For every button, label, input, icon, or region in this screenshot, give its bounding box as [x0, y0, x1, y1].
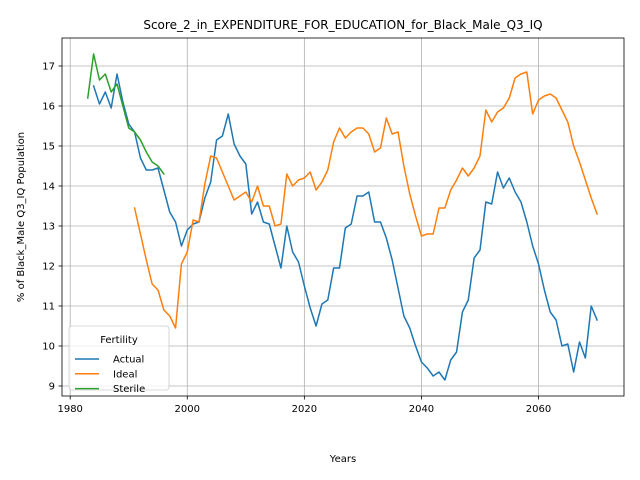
legend-label-ideal: Ideal: [113, 369, 137, 380]
grid: [62, 38, 624, 396]
y-tick-label: 14: [42, 182, 55, 193]
legend-label-sterile: Sterile: [113, 384, 145, 395]
legend-label-actual: Actual: [113, 355, 144, 366]
chart-title: Score_2_in_EXPENDITURE_FOR_EDUCATION_for…: [143, 18, 542, 32]
x-tick-label: 2040: [409, 404, 434, 415]
legend-title: Fertility: [100, 335, 138, 346]
y-tick-label: 16: [42, 102, 55, 113]
x-axis-label: Years: [329, 454, 356, 465]
y-axis-label: % of Black_Male Q3_IQ Population: [16, 132, 27, 302]
legend: Fertility Actual Ideal Sterile: [68, 325, 170, 395]
y-tick-label: 15: [42, 142, 55, 153]
y-tick-label: 13: [42, 222, 55, 233]
y-axis-ticks: 9 10 11 12 13 14 15 16 17: [42, 62, 62, 393]
x-tick-label: 2000: [175, 404, 200, 415]
x-tick-label: 2020: [292, 404, 317, 415]
y-tick-label: 17: [42, 62, 55, 73]
plot-frame: [61, 37, 625, 397]
x-tick-label: 2060: [526, 404, 551, 415]
y-tick-label: 11: [42, 302, 55, 313]
series-line-sterile: [86, 53, 165, 176]
x-axis-ticks: 1980 2000 2020 2040 2060: [57, 396, 551, 415]
y-tick-label: 12: [42, 262, 55, 273]
y-tick-label: 10: [42, 342, 55, 353]
series-lines: [86, 53, 599, 381]
y-tick-label: 9: [49, 382, 55, 393]
series-line-actual: [92, 73, 599, 381]
series-line-ideal: [133, 71, 599, 329]
x-tick-label: 1980: [57, 404, 82, 415]
